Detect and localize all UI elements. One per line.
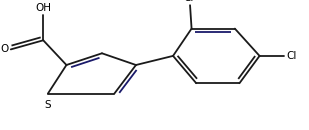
Text: O: O bbox=[1, 44, 9, 54]
Text: Cl: Cl bbox=[286, 51, 297, 61]
Text: OH: OH bbox=[35, 3, 51, 13]
Text: Cl: Cl bbox=[184, 0, 194, 3]
Text: S: S bbox=[44, 100, 51, 110]
